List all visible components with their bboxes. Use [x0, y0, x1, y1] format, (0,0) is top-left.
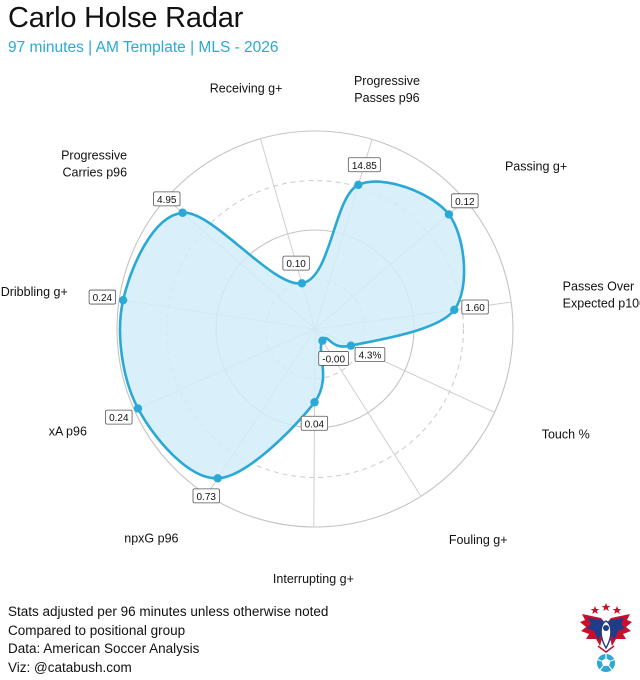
value-label-box	[88, 289, 116, 305]
data-point	[450, 305, 459, 315]
footer-notes: Stats adjusted per 96 minutes unless oth…	[8, 603, 328, 677]
axis-label: Fouling g+	[449, 533, 508, 547]
axis-label: npxG p96	[124, 531, 178, 545]
value-label-box	[347, 157, 381, 173]
value-label: 0.04	[305, 419, 325, 430]
value-label: 1.60	[465, 303, 485, 314]
axis-label: Progressive Passes p96	[354, 74, 420, 105]
footer-line: Viz: @catabush.com	[8, 659, 132, 675]
data-point	[118, 295, 128, 305]
axis-label: Touch %	[542, 427, 590, 441]
value-label: -0.00	[322, 354, 345, 365]
axis-label: Passing g+	[505, 159, 567, 173]
grid-ring	[116, 130, 514, 528]
value-label: 14.85	[352, 161, 377, 172]
value-label-box	[153, 191, 181, 207]
value-label-box	[300, 415, 329, 431]
value-label: 0.73	[197, 492, 217, 503]
axis-label: Interrupting g+	[273, 572, 354, 586]
data-point	[346, 341, 356, 350]
data-point	[133, 404, 143, 413]
grid-ring	[165, 179, 465, 479]
data-point	[297, 279, 307, 288]
axis-label: Passes Over Expected p100	[563, 279, 640, 310]
axis-label: xA p96	[49, 424, 87, 438]
value-label: 4.3%	[359, 351, 382, 362]
footer-line: Stats adjusted per 96 minutes unless oth…	[8, 604, 329, 619]
value-label-box	[192, 488, 220, 504]
axis-label: Dribbling g+	[1, 285, 68, 299]
axis-label: Receiving g+	[210, 82, 283, 96]
value-label-box	[105, 409, 133, 425]
eagle-soccer-logo	[580, 603, 632, 672]
value-label: 0.24	[109, 413, 129, 424]
value-label: 0.12	[455, 197, 475, 208]
value-label: 0.24	[93, 293, 113, 304]
value-label: 4.95	[157, 195, 177, 206]
data-point	[178, 208, 187, 217]
value-label: 0.10	[286, 259, 306, 270]
data-point	[354, 180, 363, 190]
radar-chart: 0.10 14.85 0.12 1.60 4.3% -0.00 0.04 0.73 0.24 0.…	[1, 74, 640, 586]
data-point	[444, 210, 454, 219]
axis-label: Progressive Carries p96	[61, 149, 127, 180]
value-label-box	[282, 255, 310, 271]
value-label-box	[451, 193, 479, 209]
data-point	[213, 474, 222, 483]
series-area	[118, 180, 466, 480]
footer-line: Compared to positional group	[8, 622, 186, 638]
footer-line: Data: American Soccer Analysis	[8, 641, 200, 656]
data-point	[318, 336, 327, 345]
chart-title: Carlo Holse Radar	[8, 2, 244, 34]
chart-subtitle: 97 minutes | AM Template | MLS - 2026	[8, 39, 279, 56]
value-label-box	[318, 351, 349, 366]
value-label-box	[461, 299, 489, 315]
data-point	[310, 398, 319, 407]
value-label-box	[354, 347, 386, 362]
